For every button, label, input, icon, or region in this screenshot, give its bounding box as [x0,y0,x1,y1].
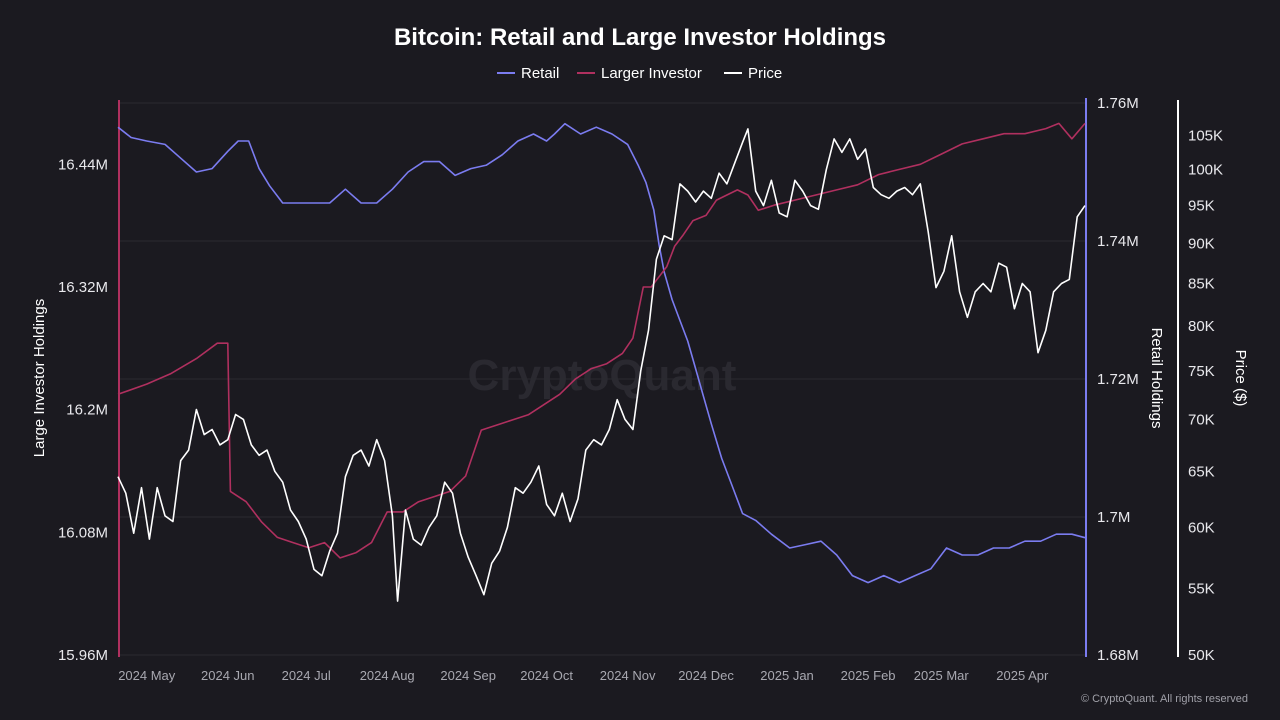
legend: Retail Larger Investor Price [497,65,782,82]
right-tick-label: 50K [1188,647,1215,664]
left-tick-label: 15.96M [58,647,108,664]
middle-tick-label: 1.72M [1097,371,1139,388]
right-tick-label: 80K [1188,318,1215,335]
series-layer [117,122,1086,602]
left-tick-label: 16.2M [66,402,108,419]
middle-axis-label: Retail Holdings [1148,328,1165,429]
right-tick-label: 105K [1188,128,1223,145]
copyright: © CryptoQuant. All rights reserved [1081,693,1248,705]
left-tick-label: 16.32M [58,279,108,296]
x-tick-label: 2025 Jan [760,668,814,683]
right-tick-label: 90K [1188,235,1215,252]
chart-title: Bitcoin: Retail and Large Investor Holdi… [394,24,886,51]
middle-tick-label: 1.68M [1097,647,1139,664]
right-tick-label: 70K [1188,411,1215,428]
right-tick-label: 55K [1188,580,1215,597]
middle-tick-label: 1.74M [1097,233,1139,250]
x-tick-label: 2024 Oct [520,668,573,683]
x-tick-label: 2024 Jun [201,668,255,683]
legend-label: Larger Investor [601,65,702,82]
x-tick-label: 2024 Sep [440,668,496,683]
left-axis-label: Large Investor Holdings [31,299,48,457]
legend-label: Price [748,65,782,82]
x-tick-label: 2025 Apr [996,668,1049,683]
x-tick-label: 2024 Aug [360,668,415,683]
grid [118,102,1085,656]
legend-item-2[interactable]: Larger Investor [577,65,702,82]
x-tick-label: 2024 Jul [282,668,331,683]
right-axis-label: Price ($) [1232,350,1249,407]
right-tick-label: 95K [1188,198,1215,215]
legend-item-3[interactable]: Price [724,65,782,82]
series-line-price [117,128,1086,602]
right-tick-label: 75K [1188,363,1215,380]
axes: 15.96M 16.08M 16.2M 16.32M 16.44M 1.68M 1.7M 1.… [58,95,1223,683]
x-tick-label: 2025 Feb [841,668,896,683]
left-tick-label: 16.08M [58,524,108,541]
legend-label: Retail [521,65,559,82]
right-tick-label: 100K [1188,162,1223,179]
middle-tick-label: 1.7M [1097,509,1130,526]
series-line-larger-investor [117,122,1086,559]
middle-tick-label: 1.76M [1097,95,1139,112]
left-tick-label: 16.44M [58,156,108,173]
legend-item-1[interactable]: Retail [497,65,559,82]
right-tick-label: 60K [1188,519,1215,536]
x-tick-label: 2024 Dec [678,668,734,683]
right-tick-label: 65K [1188,463,1215,480]
x-tick-label: 2024 May [118,668,176,683]
x-tick-label: 2025 Mar [914,668,970,683]
watermark: CryptoQuant [468,351,737,400]
series-line-retail [117,122,1086,584]
right-tick-label: 85K [1188,276,1215,293]
x-tick-label: 2024 Nov [600,668,656,683]
